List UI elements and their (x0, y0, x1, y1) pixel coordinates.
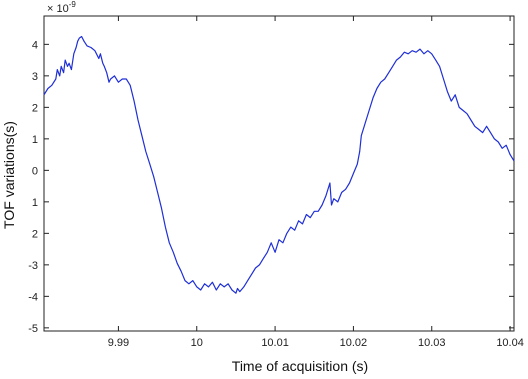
y-tick-label: 3 (32, 71, 38, 83)
plot-area (43, 15, 515, 332)
x-tick-label: 10.03 (418, 337, 446, 349)
x-tick-label: 10.02 (340, 337, 368, 349)
y-tick-label: -4 (28, 291, 38, 303)
x-tick-label: 10 (191, 337, 203, 349)
y-tick-label: 1 (32, 134, 38, 146)
y-tick-label: 1 (32, 197, 38, 209)
x-tick-label: 10.04 (496, 337, 524, 349)
y-scale-multiplier: × 10-9 (47, 0, 76, 15)
y-tick-label: 0 (32, 165, 38, 177)
y-tick-label: 4 (32, 39, 38, 51)
x-tick-label: 10.01 (261, 337, 289, 349)
y-tick-label: 2 (32, 102, 38, 114)
y-axis-label: TOF variations(s) (1, 121, 17, 229)
tof-variation-line (43, 35, 515, 294)
y-tick-label: 2 (32, 228, 38, 240)
y-tick-label: -5 (28, 323, 38, 335)
x-axis-label: Time of acquisition (s) (232, 358, 368, 374)
x-axis-ticks: 9.99 10 10.01 10.02 10.03 10.04 (108, 16, 524, 349)
y-tick-label: -3 (28, 260, 38, 272)
x-tick-label: 9.99 (108, 337, 129, 349)
y-axis-ticks: 4 3 2 1 0 1 2 -3 -4 -5 (28, 39, 514, 335)
